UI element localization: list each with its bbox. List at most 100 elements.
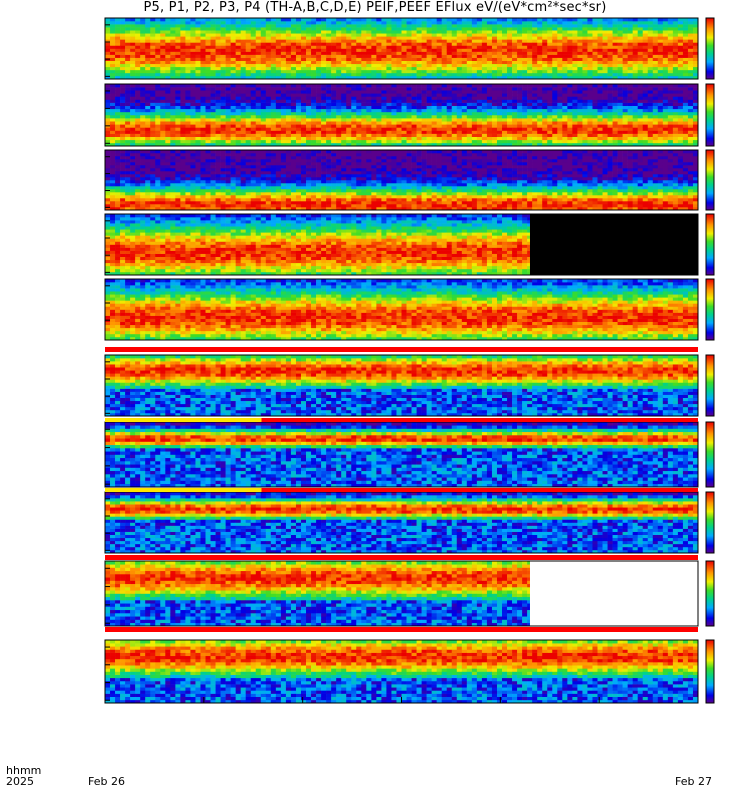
spectrogram-cell <box>200 48 206 52</box>
spectrogram-cell <box>672 136 679 141</box>
spectrogram-cell <box>280 45 287 49</box>
spectrogram-cell <box>396 139 402 144</box>
spectrogram-cell <box>476 57 483 61</box>
spectrogram-cell <box>336 45 342 49</box>
spectrogram-cell <box>527 93 533 97</box>
spectrogram-cell <box>677 121 684 125</box>
spectrogram-cell <box>150 201 156 205</box>
spectrogram-cell <box>592 30 598 34</box>
spectrogram-cell <box>401 72 407 77</box>
spectrogram-cell <box>652 139 659 144</box>
spectrogram-cell <box>376 136 382 141</box>
spectrogram-cell <box>527 60 533 65</box>
spectrogram-cell <box>672 48 679 52</box>
spectrogram-cell <box>672 90 679 94</box>
spectrogram-cell <box>577 87 583 91</box>
spectrogram-cell <box>572 27 578 31</box>
spectrogram-cell <box>140 66 146 71</box>
spectrogram-cell <box>210 30 216 34</box>
spectrogram-cell <box>275 99 282 103</box>
spectrogram-cell <box>607 21 613 25</box>
spectrogram-cell <box>682 93 689 97</box>
spectrogram-cell <box>336 48 342 52</box>
spectrogram-cell <box>657 75 664 80</box>
spectrogram-cell <box>160 42 166 46</box>
spectrogram-cell <box>632 102 638 106</box>
spectrogram-cell <box>657 48 664 52</box>
spectrogram-cell <box>285 30 292 34</box>
spectrogram-cell <box>456 24 463 28</box>
spectrogram-cell <box>110 168 116 172</box>
spectrogram-cell <box>331 118 337 122</box>
spectrogram-cell <box>356 24 362 28</box>
spectrogram-cell <box>637 72 644 77</box>
spectrogram-cell <box>200 45 206 49</box>
spectrogram-cell <box>396 33 402 37</box>
spectrogram-cell <box>491 127 498 131</box>
spectrogram-cell <box>155 171 161 175</box>
spectrogram-cell <box>522 111 528 116</box>
spectrogram-cell <box>140 18 146 22</box>
spectrogram-cell <box>316 75 322 80</box>
spectrogram-cell <box>331 124 337 128</box>
spectrogram-cell <box>411 115 417 119</box>
spectrogram-cell <box>356 111 362 116</box>
spectrogram-cell <box>155 162 161 166</box>
spectrogram-cell <box>265 121 272 125</box>
spectrogram-cell <box>431 136 437 141</box>
spectrogram-cell <box>592 111 598 116</box>
spectrogram-cell <box>602 93 608 97</box>
spectrogram-cell <box>647 18 654 22</box>
spectrogram-cell <box>572 111 578 116</box>
spectrogram-cell <box>622 57 628 61</box>
spectrogram-cell <box>632 24 638 28</box>
spectrogram-cell <box>376 90 382 94</box>
spectrogram-cell <box>331 96 337 100</box>
spectrogram-cell <box>165 180 171 184</box>
spectrogram-cell <box>466 51 473 55</box>
spectrogram-cell <box>642 63 649 68</box>
spectrogram-cell <box>260 133 267 137</box>
spectrogram-cell <box>572 57 578 61</box>
spectrogram-cell <box>306 45 312 49</box>
spectrogram-cell <box>431 57 437 61</box>
spectrogram-cell <box>331 39 337 43</box>
spectrogram-cell <box>280 108 287 113</box>
spectrogram-cell <box>557 121 563 125</box>
spectrogram-cell <box>421 105 427 110</box>
spectrogram-cell <box>602 105 608 110</box>
spectrogram-cell <box>456 48 463 52</box>
spectrogram-cell <box>250 18 257 22</box>
spectrogram-cell <box>386 130 392 134</box>
spectrogram-cell <box>607 142 613 147</box>
spectrogram-cell <box>547 27 553 31</box>
spectrogram-cell <box>270 102 277 106</box>
spectrogram-cell <box>456 127 463 131</box>
spectrogram-cell <box>316 42 322 46</box>
spectrogram-cell <box>567 63 573 68</box>
spectrogram-cell <box>110 118 116 122</box>
spectrogram-cell <box>502 136 508 141</box>
spectrogram-cell <box>682 30 689 34</box>
spectrogram-cell <box>295 124 302 128</box>
spectrogram-cell <box>622 60 628 65</box>
spectrogram-cell <box>105 99 111 103</box>
spectrogram-cell <box>351 90 357 94</box>
spectrogram-cell <box>205 96 211 100</box>
spectrogram-cell <box>361 33 367 37</box>
spectrogram-cell <box>285 39 292 43</box>
spectrogram-cell <box>306 39 312 43</box>
spectrogram-cell <box>406 66 412 71</box>
spectrogram-cell <box>612 63 618 68</box>
spectrogram-cell <box>517 142 523 147</box>
spectrogram-cell <box>456 30 463 34</box>
spectrogram-cell <box>115 99 121 103</box>
spectrogram-cell <box>240 63 247 68</box>
spectrogram-cell <box>371 96 377 100</box>
spectrogram-cell <box>537 111 543 116</box>
spectrogram-cell <box>346 102 352 106</box>
spectrogram-cell <box>135 30 141 34</box>
spectrogram-cell <box>522 127 528 131</box>
spectrogram-cell <box>145 153 151 157</box>
spectrogram-cell <box>632 60 638 65</box>
